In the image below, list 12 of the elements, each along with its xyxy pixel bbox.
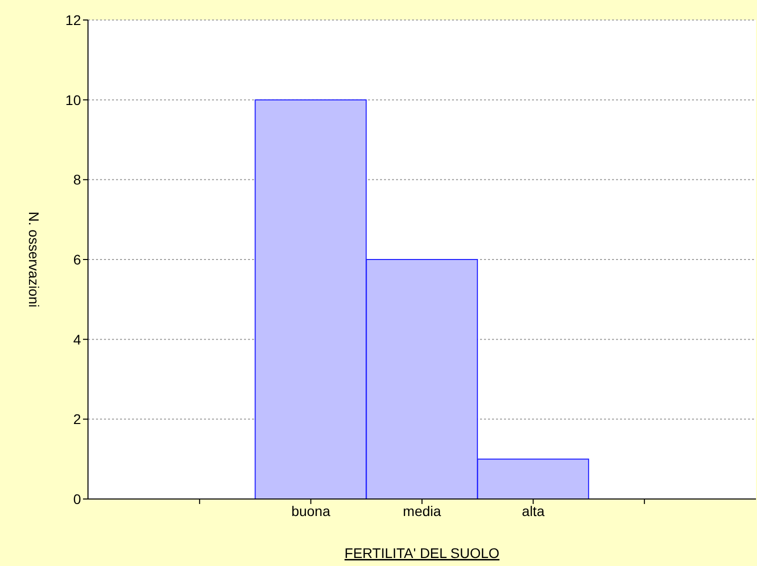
x-tick-label: buona xyxy=(291,502,330,519)
y-tick-label: 12 xyxy=(65,12,82,28)
y-tick-label: 8 xyxy=(73,172,82,188)
x-tick-label: media xyxy=(402,502,442,519)
x-tick-label: alta xyxy=(522,502,545,519)
x-axis-title: FERTILITA' DEL SUOLO xyxy=(344,545,500,561)
y-tick-label: 0 xyxy=(73,490,82,507)
y-tick-label: 6 xyxy=(73,251,82,268)
y-axis-title: N. osservazioni xyxy=(26,212,42,308)
y-tick-label: 4 xyxy=(73,331,82,348)
y-tick-label: 2 xyxy=(73,411,82,428)
y-tick-label: 10 xyxy=(65,92,82,108)
